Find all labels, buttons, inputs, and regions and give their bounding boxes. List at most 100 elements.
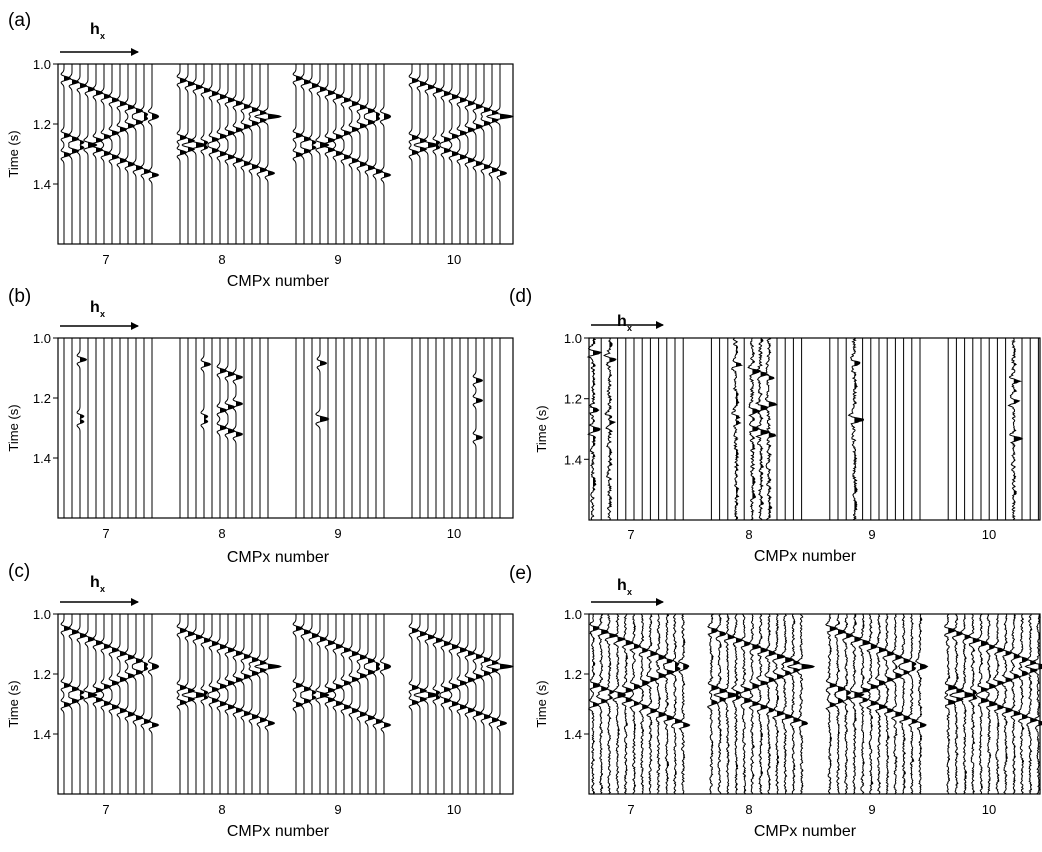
panel-label: (a) bbox=[8, 10, 31, 31]
trace-line bbox=[248, 64, 260, 244]
trace-line bbox=[949, 613, 965, 795]
trace-line bbox=[232, 64, 244, 244]
trace bbox=[914, 613, 929, 795]
x-tick-label: 7 bbox=[102, 802, 109, 817]
trace-fill bbox=[1030, 629, 1037, 791]
y-tick-label: 1.4 bbox=[33, 451, 51, 466]
trace-line bbox=[300, 64, 312, 244]
trace-line bbox=[76, 64, 88, 244]
x-tick-label: 10 bbox=[447, 526, 461, 541]
trace-fill bbox=[296, 626, 303, 707]
trace-line bbox=[645, 613, 659, 795]
trace-line bbox=[654, 613, 667, 795]
trace-line bbox=[486, 64, 500, 244]
trace bbox=[176, 64, 188, 244]
trace bbox=[486, 64, 500, 244]
trace-fill bbox=[144, 112, 151, 174]
trace-fill bbox=[870, 632, 879, 785]
trace bbox=[730, 337, 743, 521]
y-tick-label: 1.2 bbox=[33, 117, 51, 132]
offset-subscript: x bbox=[627, 323, 632, 333]
trace bbox=[747, 337, 761, 521]
trace-line bbox=[181, 64, 195, 244]
x-tick-label: 9 bbox=[868, 527, 875, 542]
x-tick-label: 9 bbox=[334, 526, 341, 541]
trace-line bbox=[786, 613, 802, 795]
trace-line bbox=[855, 613, 871, 795]
plot-frame bbox=[57, 613, 514, 795]
trace-line bbox=[90, 64, 103, 244]
trace bbox=[248, 614, 260, 794]
x-tick-label: 8 bbox=[745, 802, 752, 817]
trace-line bbox=[1009, 613, 1022, 795]
trace bbox=[190, 614, 208, 794]
panel-label: (d) bbox=[509, 286, 532, 307]
trace-line bbox=[706, 613, 720, 795]
trace bbox=[882, 613, 895, 795]
trace bbox=[100, 614, 112, 794]
offset-label: h bbox=[617, 577, 627, 594]
trace bbox=[706, 613, 720, 795]
trace bbox=[493, 614, 514, 794]
trace bbox=[949, 613, 965, 795]
trace-line bbox=[464, 64, 476, 244]
trace-line bbox=[456, 614, 468, 794]
trace bbox=[480, 614, 492, 794]
trace-line bbox=[967, 613, 980, 795]
offset-label: h bbox=[90, 574, 100, 591]
trace bbox=[332, 614, 344, 794]
trace bbox=[661, 613, 675, 795]
trace-line bbox=[190, 64, 208, 244]
trace-line bbox=[108, 64, 120, 244]
x-axis-label: CMPx number bbox=[754, 823, 857, 840]
trace bbox=[1017, 613, 1029, 795]
trace-area bbox=[60, 614, 514, 794]
trace-fill bbox=[320, 360, 329, 422]
x-tick-label: 8 bbox=[218, 802, 225, 817]
trace-fill bbox=[64, 76, 71, 157]
trace-fill bbox=[152, 113, 159, 178]
trace-line bbox=[308, 614, 320, 794]
trace bbox=[131, 614, 143, 794]
trace bbox=[90, 64, 103, 244]
trace bbox=[68, 64, 80, 244]
trace-fill bbox=[777, 626, 785, 784]
y-tick-label: 1.2 bbox=[564, 667, 582, 682]
y-axis-label: Time (s) bbox=[534, 405, 549, 452]
trace-line bbox=[772, 613, 786, 795]
trace-line bbox=[959, 613, 976, 795]
y-tick-label: 1.0 bbox=[564, 331, 582, 346]
trace-line bbox=[764, 337, 778, 521]
y-axis-label: Time (s) bbox=[6, 680, 21, 727]
trace bbox=[292, 614, 304, 794]
trace-line bbox=[754, 337, 771, 521]
y-tick-label: 1.0 bbox=[33, 607, 51, 622]
trace bbox=[1024, 613, 1038, 795]
x-tick-label: 9 bbox=[334, 802, 341, 817]
trace bbox=[322, 64, 335, 244]
y-tick-label: 1.2 bbox=[33, 667, 51, 682]
trace bbox=[131, 64, 143, 244]
trace-line bbox=[308, 64, 320, 244]
trace bbox=[654, 613, 667, 795]
trace-fill bbox=[903, 658, 911, 788]
trace bbox=[254, 64, 268, 244]
trace-line bbox=[147, 64, 160, 244]
trace-line bbox=[713, 614, 727, 795]
trace-line bbox=[261, 614, 282, 794]
trace bbox=[967, 613, 980, 795]
trace bbox=[604, 613, 619, 795]
trace-line bbox=[90, 614, 103, 794]
trace-fill bbox=[760, 635, 768, 794]
trace-line bbox=[944, 613, 958, 795]
trace bbox=[90, 614, 103, 794]
trace bbox=[147, 64, 160, 244]
trace bbox=[890, 613, 904, 795]
trace-fill bbox=[204, 88, 211, 150]
x-axis-label: CMPx number bbox=[227, 273, 330, 290]
trace bbox=[408, 614, 420, 794]
trace-fill bbox=[80, 357, 87, 424]
x-tick-label: 8 bbox=[218, 526, 225, 541]
trace-line bbox=[408, 614, 420, 794]
y-tick-label: 1.4 bbox=[564, 452, 582, 467]
